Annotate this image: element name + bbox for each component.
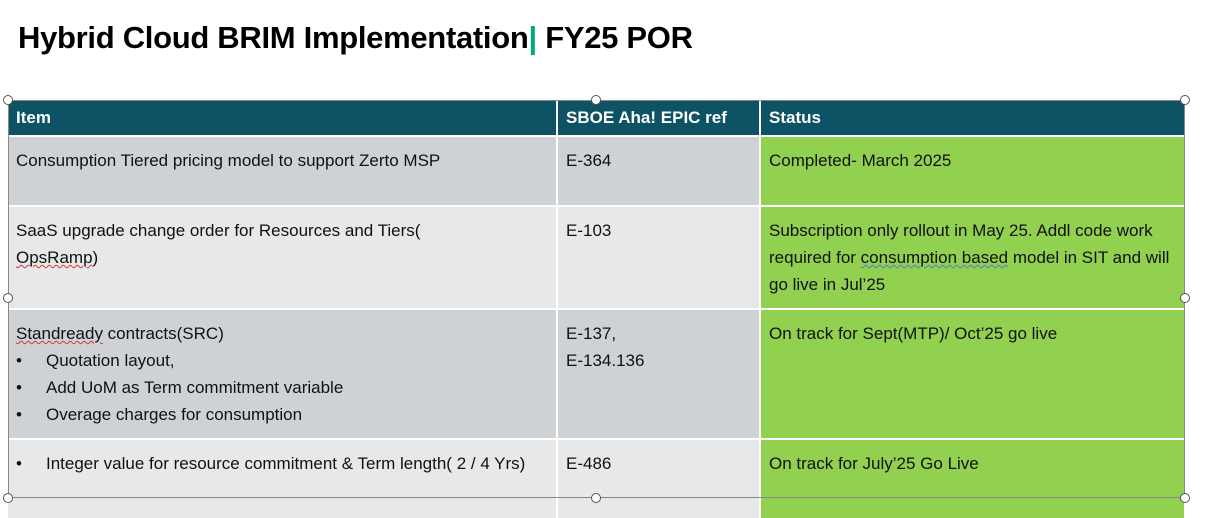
header-status: Status [760, 100, 1185, 136]
status-cell[interactable]: On track for Sept(MTP)/ Oct’25 go live [760, 308, 1186, 439]
status-table[interactable]: Item SBOE Aha! EPIC ref Status Consumpti… [8, 100, 1186, 518]
resize-handle-right[interactable] [1180, 293, 1190, 303]
resize-handle-top-right[interactable] [1180, 95, 1190, 105]
resize-handle-bottom-right[interactable] [1180, 493, 1190, 503]
item-cell[interactable]: Consumption Tiered pricing model to supp… [8, 135, 558, 206]
ref-cell[interactable]: E-486 [557, 438, 761, 518]
bullet-list: Quotation layout, Add UoM as Term commit… [16, 347, 548, 428]
bullet-list: Integer value for resource commitment & … [16, 450, 548, 477]
item-cell[interactable]: Standready contracts(SRC) Quotation layo… [8, 308, 558, 439]
resize-handle-bottom-left[interactable] [3, 493, 13, 503]
status-cell[interactable]: Subscription only rollout in May 25. Add… [760, 205, 1186, 309]
resize-handle-top-left[interactable] [3, 95, 13, 105]
table-row: Integer value for resource commitment & … [8, 438, 1186, 518]
ref-cell[interactable]: E-364 [557, 135, 761, 206]
table-row: SaaS upgrade change order for Resources … [8, 205, 1186, 309]
item-cell[interactable]: SaaS upgrade change order for Resources … [8, 205, 558, 309]
ref-cell[interactable]: E-103 [557, 205, 761, 309]
table-header-row: Item SBOE Aha! EPIC ref Status [8, 100, 1185, 136]
status-cell[interactable]: On track for July’25 Go Live [760, 438, 1186, 518]
status-cell[interactable]: Completed- March 2025 [760, 135, 1186, 206]
resize-handle-top[interactable] [591, 95, 601, 105]
resize-handle-bottom[interactable] [591, 493, 601, 503]
table-row: Standready contracts(SRC) Quotation layo… [8, 308, 1186, 439]
header-epic-ref: SBOE Aha! EPIC ref [557, 100, 761, 136]
table-row: Consumption Tiered pricing model to supp… [8, 135, 1186, 206]
ref-cell[interactable]: E-137, E-134.136 [557, 308, 761, 439]
resize-handle-left[interactable] [3, 293, 13, 303]
header-item: Item [8, 100, 558, 136]
item-cell[interactable]: Integer value for resource commitment & … [8, 438, 558, 518]
slide-title[interactable]: Hybrid Cloud BRIM Implementation| FY25 P… [18, 20, 693, 55]
